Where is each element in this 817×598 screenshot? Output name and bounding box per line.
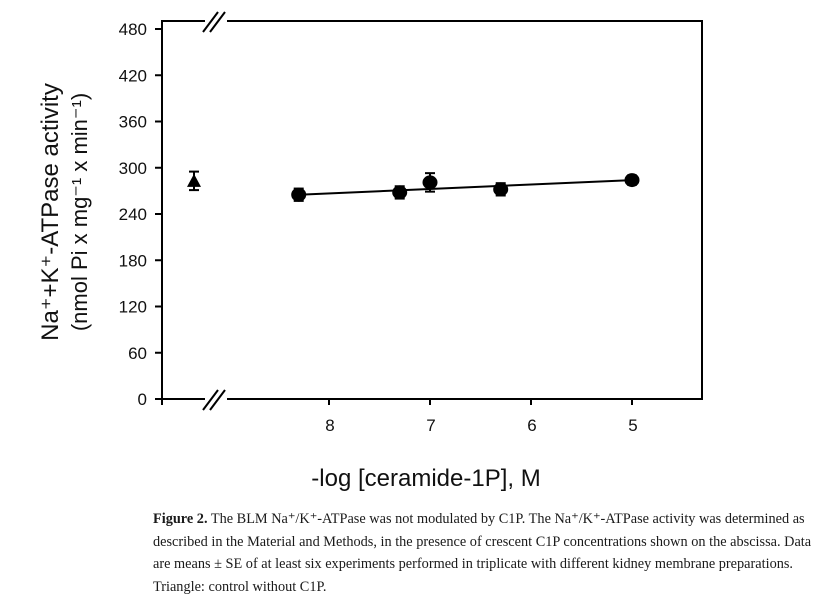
caption-label: Figure 2. (153, 511, 208, 527)
y-tick-label: 180 (119, 251, 147, 270)
x-axis-title: -log [ceramide-1P], M (311, 465, 540, 492)
chart: 0 60 120 180 240 300 360 420 480 8 7 6 5 Na⁺+K⁺-ATP… (37, 11, 703, 492)
fit-line (298, 179, 633, 196)
axis-break-bottom (202, 389, 227, 411)
x-tick-label: 5 (628, 416, 637, 435)
triangle-marker (187, 173, 201, 187)
y-axis-title: Na⁺+K⁺-ATPase activity (37, 83, 64, 341)
x-tick-label: 6 (527, 416, 536, 435)
y-tick-label: 300 (119, 159, 147, 178)
plot-frame (161, 20, 703, 400)
y-tick-label: 360 (119, 113, 147, 132)
y-axis: 0 60 120 180 240 300 360 420 480 (119, 20, 162, 409)
caption-text: The BLM Na⁺/K⁺-ATPase was not modulated … (153, 511, 812, 595)
y-tick-label: 120 (119, 298, 147, 317)
axis-break-top (202, 11, 227, 33)
circle-marker (624, 173, 640, 188)
y-tick-label: 60 (128, 344, 147, 363)
circle-marker (291, 187, 307, 202)
y-tick-label: 420 (119, 66, 147, 85)
y-tick-label: 0 (138, 390, 147, 409)
circle-marker (392, 185, 408, 200)
figure-caption: Figure 2. The BLM Na⁺/K⁺-ATPase was not … (153, 508, 813, 598)
x-tick-label: 8 (325, 416, 334, 435)
y-axis-subtitle: (nmol Pi x mg⁻¹ x min⁻¹) (67, 93, 92, 331)
circle-marker (422, 175, 438, 190)
x-axis: 8 7 6 5 (161, 399, 638, 435)
circle-marker (493, 182, 509, 197)
x-tick-label: 7 (426, 416, 435, 435)
y-tick-label: 480 (119, 20, 147, 39)
data-series (187, 170, 640, 202)
y-tick-label: 240 (119, 205, 147, 224)
